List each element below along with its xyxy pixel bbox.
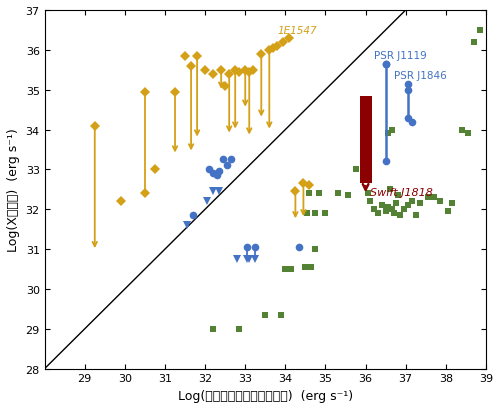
Y-axis label: Log(X線光度)  (erg s⁻¹): Log(X線光度) (erg s⁻¹): [7, 128, 20, 252]
Text: 1E1547: 1E1547: [278, 26, 317, 36]
Text: PSR J1119: PSR J1119: [374, 51, 426, 61]
X-axis label: Log(回転エネルギーの減少率)  (erg s⁻¹): Log(回転エネルギーの減少率) (erg s⁻¹): [178, 389, 353, 402]
Text: Swift J1818: Swift J1818: [370, 188, 432, 198]
Text: PSR J1846: PSR J1846: [394, 70, 446, 81]
Bar: [360, 97, 372, 184]
